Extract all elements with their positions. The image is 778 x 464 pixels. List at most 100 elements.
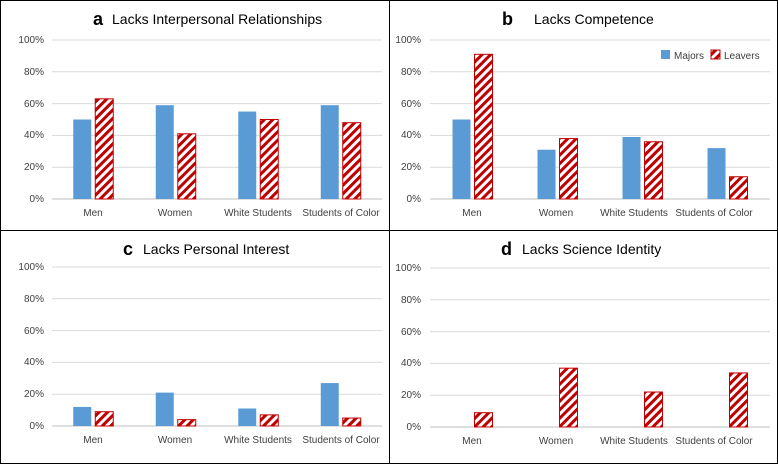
- category-label: White Students: [600, 208, 668, 219]
- bar-leavers-women: [177, 133, 197, 200]
- bar-majors-white-students: [238, 408, 257, 426]
- panel-d-title: Lacks Science Identity: [522, 241, 661, 257]
- bar-majors-women: [537, 149, 556, 199]
- bar-majors-students-of-color: [707, 148, 726, 199]
- bar-leavers-men: [474, 412, 493, 428]
- y-tick-label: 80%: [401, 295, 421, 306]
- category-label: Women: [539, 208, 573, 219]
- bar-leavers-women: [559, 367, 578, 428]
- category-label: Women: [539, 436, 573, 447]
- y-tick-label: 80%: [24, 294, 44, 305]
- category-label: Students of Color: [302, 435, 380, 446]
- y-tick-label: 20%: [401, 390, 421, 401]
- panel-c-plot: [52, 266, 382, 427]
- bar-majors-men: [452, 119, 471, 199]
- category-label: Men: [462, 208, 481, 219]
- panel-b-y-ticks: 0% 20% 40% 60% 80% 100%: [395, 35, 421, 205]
- panel-a-plot: [52, 39, 382, 200]
- bar-leavers-white-students: [644, 391, 663, 428]
- category-label: Women: [158, 208, 192, 219]
- panel-d-letter: d: [501, 239, 512, 259]
- bar-majors-women: [155, 392, 174, 426]
- category-label: Students of Color: [675, 208, 753, 219]
- panel-c-letter: c: [123, 239, 133, 259]
- panel-b-categories: Men Women White Students Students of Col…: [462, 208, 753, 219]
- y-tick-label: 60%: [401, 327, 421, 338]
- y-tick-label: 40%: [401, 358, 421, 369]
- y-tick-label: 40%: [24, 130, 44, 141]
- bar-leavers-men: [94, 98, 114, 200]
- panel-c: c Lacks Personal Interest 0% 20% 40% 60%…: [0, 230, 390, 464]
- bar-majors-students-of-color: [320, 383, 339, 426]
- bar-leavers-students-of-color: [729, 372, 748, 428]
- y-tick-label: 100%: [18, 262, 44, 273]
- y-tick-label: 100%: [395, 263, 421, 274]
- category-label: Men: [83, 208, 102, 219]
- y-tick-label: 60%: [401, 99, 421, 110]
- bar-majors-white-students: [622, 136, 641, 199]
- bar-leavers-students-of-color: [342, 122, 362, 200]
- y-tick-label: 20%: [24, 162, 44, 173]
- category-label: Students of Color: [302, 208, 380, 219]
- legend-label-majors: Majors: [674, 51, 704, 62]
- y-tick-label: 40%: [401, 130, 421, 141]
- y-tick-label: 20%: [401, 162, 421, 173]
- legend-swatch-leavers: [710, 49, 721, 60]
- bar-leavers-men: [94, 411, 114, 427]
- legend-label-leavers: Leavers: [724, 51, 760, 62]
- panel-c-frame: [0, 230, 390, 464]
- panel-c-y-ticks: 0% 20% 40% 60% 80% 100%: [18, 262, 44, 432]
- panel-b-plot: [430, 39, 770, 200]
- bar-majors-men: [73, 406, 92, 426]
- panel-b-title: Lacks Competence: [534, 11, 654, 27]
- y-tick-label: 60%: [24, 326, 44, 337]
- panel-c-categories: Men Women White Students Students of Col…: [83, 435, 380, 446]
- bar-leavers-students-of-color: [342, 417, 362, 427]
- panel-b-legend: Majors Leavers: [661, 49, 760, 62]
- y-tick-label: 0%: [407, 422, 422, 433]
- y-tick-label: 0%: [30, 194, 45, 205]
- legend-swatch-majors: [661, 50, 670, 59]
- y-tick-label: 60%: [24, 99, 44, 110]
- bar-leavers-students-of-color: [729, 176, 748, 200]
- bar-leavers-white-students: [259, 119, 279, 200]
- category-label: White Students: [224, 435, 292, 446]
- y-tick-label: 80%: [24, 67, 44, 78]
- panel-c-title: Lacks Personal Interest: [143, 241, 289, 257]
- panel-a-title: Lacks Interpersonal Relationships: [112, 11, 322, 27]
- y-tick-label: 80%: [401, 67, 421, 78]
- bar-majors-women: [155, 105, 174, 199]
- panel-d-plot: [430, 267, 770, 428]
- category-label: White Students: [600, 436, 668, 447]
- panel-a: a Lacks Interpersonal Relationships 0% 2…: [0, 0, 390, 231]
- panel-b: b Lacks Competence 0% 20% 40% 60% 80% 10…: [389, 0, 778, 231]
- y-tick-label: 0%: [407, 194, 422, 205]
- panel-d-categories: Men Women White Students Students of Col…: [462, 436, 753, 447]
- y-tick-label: 0%: [30, 421, 45, 432]
- bar-leavers-women: [177, 419, 197, 427]
- y-tick-label: 100%: [395, 35, 421, 46]
- bar-leavers-white-students: [259, 414, 279, 427]
- y-tick-label: 100%: [18, 35, 44, 46]
- panel-a-categories: Men Women White Students Students of Col…: [83, 208, 380, 219]
- category-label: Students of Color: [675, 436, 753, 447]
- bar-majors-students-of-color: [320, 105, 339, 199]
- y-tick-label: 40%: [24, 357, 44, 368]
- bar-leavers-women: [559, 138, 578, 200]
- panel-a-y-ticks: 0% 20% 40% 60% 80% 100%: [18, 35, 44, 205]
- panel-a-letter: a: [93, 9, 104, 29]
- bar-majors-white-students: [238, 111, 257, 199]
- category-label: Men: [462, 436, 481, 447]
- panel-d: d Lacks Science Identity 0% 20% 40% 60% …: [389, 230, 778, 464]
- panel-d-y-ticks: 0% 20% 40% 60% 80% 100%: [395, 263, 421, 433]
- category-label: Women: [158, 435, 192, 446]
- category-label: Men: [83, 435, 102, 446]
- panel-b-letter: b: [502, 9, 513, 29]
- bar-leavers-white-students: [644, 141, 663, 200]
- panel-d-frame: [389, 230, 778, 464]
- y-tick-label: 20%: [24, 389, 44, 400]
- bar-majors-men: [73, 119, 92, 199]
- bar-leavers-men: [474, 53, 493, 200]
- category-label: White Students: [224, 208, 292, 219]
